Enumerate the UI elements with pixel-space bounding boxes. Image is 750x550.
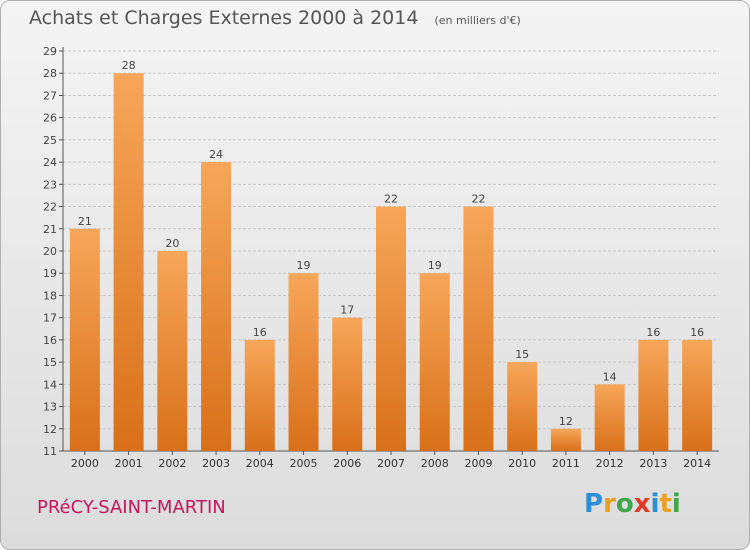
bar bbox=[332, 317, 363, 451]
bar bbox=[463, 206, 494, 451]
data-label: 22 bbox=[471, 193, 485, 206]
data-label: 16 bbox=[646, 326, 660, 339]
y-tick-label: 28 bbox=[43, 67, 57, 80]
x-tick-label: 2001 bbox=[115, 457, 143, 470]
bar bbox=[69, 228, 100, 451]
logo-letter: r bbox=[603, 489, 616, 519]
logo-letter: i bbox=[671, 489, 681, 519]
data-label: 28 bbox=[122, 59, 136, 72]
y-tick-label: 25 bbox=[43, 134, 57, 147]
y-tick-label: 27 bbox=[43, 89, 57, 102]
x-tick-label: 2010 bbox=[508, 457, 536, 470]
logo-letter: o bbox=[615, 489, 634, 519]
x-tick-label: 2002 bbox=[158, 457, 186, 470]
logo-letter: t bbox=[659, 489, 672, 519]
data-label: 22 bbox=[384, 193, 398, 206]
data-label: 12 bbox=[559, 415, 573, 428]
x-tick-label: 2012 bbox=[596, 457, 624, 470]
y-tick-label: 21 bbox=[43, 223, 57, 236]
bar bbox=[594, 384, 625, 451]
y-tick-label: 18 bbox=[43, 289, 57, 302]
chart-title: Achats et Charges Externes 2000 à 2014 (… bbox=[29, 7, 521, 29]
bar bbox=[419, 273, 450, 451]
y-tick-label: 17 bbox=[43, 312, 57, 325]
data-label: 16 bbox=[253, 326, 267, 339]
x-tick-label: 2014 bbox=[683, 457, 711, 470]
data-label: 15 bbox=[515, 348, 529, 361]
data-label: 19 bbox=[428, 259, 442, 272]
bar bbox=[201, 162, 232, 451]
x-tick-label: 2009 bbox=[464, 457, 492, 470]
y-tick-label: 14 bbox=[43, 378, 57, 391]
labels: 21 2000 28 2001 20 2002 24 2003 16 2004 19 2005 17 20… bbox=[71, 59, 711, 470]
y-tick-label: 13 bbox=[43, 401, 57, 414]
data-label: 20 bbox=[165, 237, 179, 250]
y-tick-label: 16 bbox=[43, 334, 57, 347]
x-tick-label: 2005 bbox=[290, 457, 318, 470]
bar bbox=[550, 428, 581, 451]
data-label: 14 bbox=[603, 370, 617, 383]
bar bbox=[507, 362, 538, 451]
x-tick-label: 2013 bbox=[639, 457, 667, 470]
y-tick-label: 11 bbox=[43, 445, 57, 458]
proxiti-logo: Proxiti bbox=[584, 489, 681, 519]
x-tick-label: 2004 bbox=[246, 457, 274, 470]
logo-letter: i bbox=[650, 489, 660, 519]
data-label: 21 bbox=[78, 215, 92, 228]
bar bbox=[157, 251, 188, 451]
y-tick-label: 29 bbox=[43, 45, 57, 58]
y-tick-label: 23 bbox=[43, 178, 57, 191]
x-tick-label: 2007 bbox=[377, 457, 405, 470]
axes: 11 12 13 14 15 16 17 18 19 20 21 22 23 24 25 26 27 28 29 bbox=[43, 45, 719, 458]
y-tick-label: 20 bbox=[43, 245, 57, 258]
place-name: PRéCY-SAINT-MARTIN bbox=[37, 497, 226, 518]
logo-letter: x bbox=[633, 489, 651, 519]
logo-letter: P bbox=[584, 489, 604, 519]
bar bbox=[638, 339, 669, 451]
y-tick-label: 19 bbox=[43, 267, 57, 280]
data-label: 24 bbox=[209, 148, 223, 161]
x-tick-label: 2008 bbox=[421, 457, 449, 470]
x-tick-label: 2006 bbox=[333, 457, 361, 470]
bars bbox=[69, 73, 713, 451]
chart-unit: (en milliers d'€) bbox=[434, 14, 521, 27]
y-tick-label: 24 bbox=[43, 156, 57, 169]
y-tick-label: 22 bbox=[43, 201, 57, 214]
x-tick-label: 2003 bbox=[202, 457, 230, 470]
data-label: 19 bbox=[297, 259, 311, 272]
data-label: 17 bbox=[340, 304, 354, 317]
data-label: 16 bbox=[690, 326, 704, 339]
chart-title-text: Achats et Charges Externes 2000 à 2014 bbox=[29, 7, 419, 29]
bar bbox=[682, 339, 713, 451]
bar bbox=[288, 273, 319, 451]
x-tick-label: 2011 bbox=[552, 457, 580, 470]
y-tick-label: 26 bbox=[43, 112, 57, 125]
bar bbox=[244, 339, 275, 451]
x-tick-label: 2000 bbox=[71, 457, 99, 470]
y-tick-label: 15 bbox=[43, 356, 57, 369]
y-tick-label: 12 bbox=[43, 423, 57, 436]
bar bbox=[376, 206, 406, 451]
bar bbox=[113, 73, 144, 451]
